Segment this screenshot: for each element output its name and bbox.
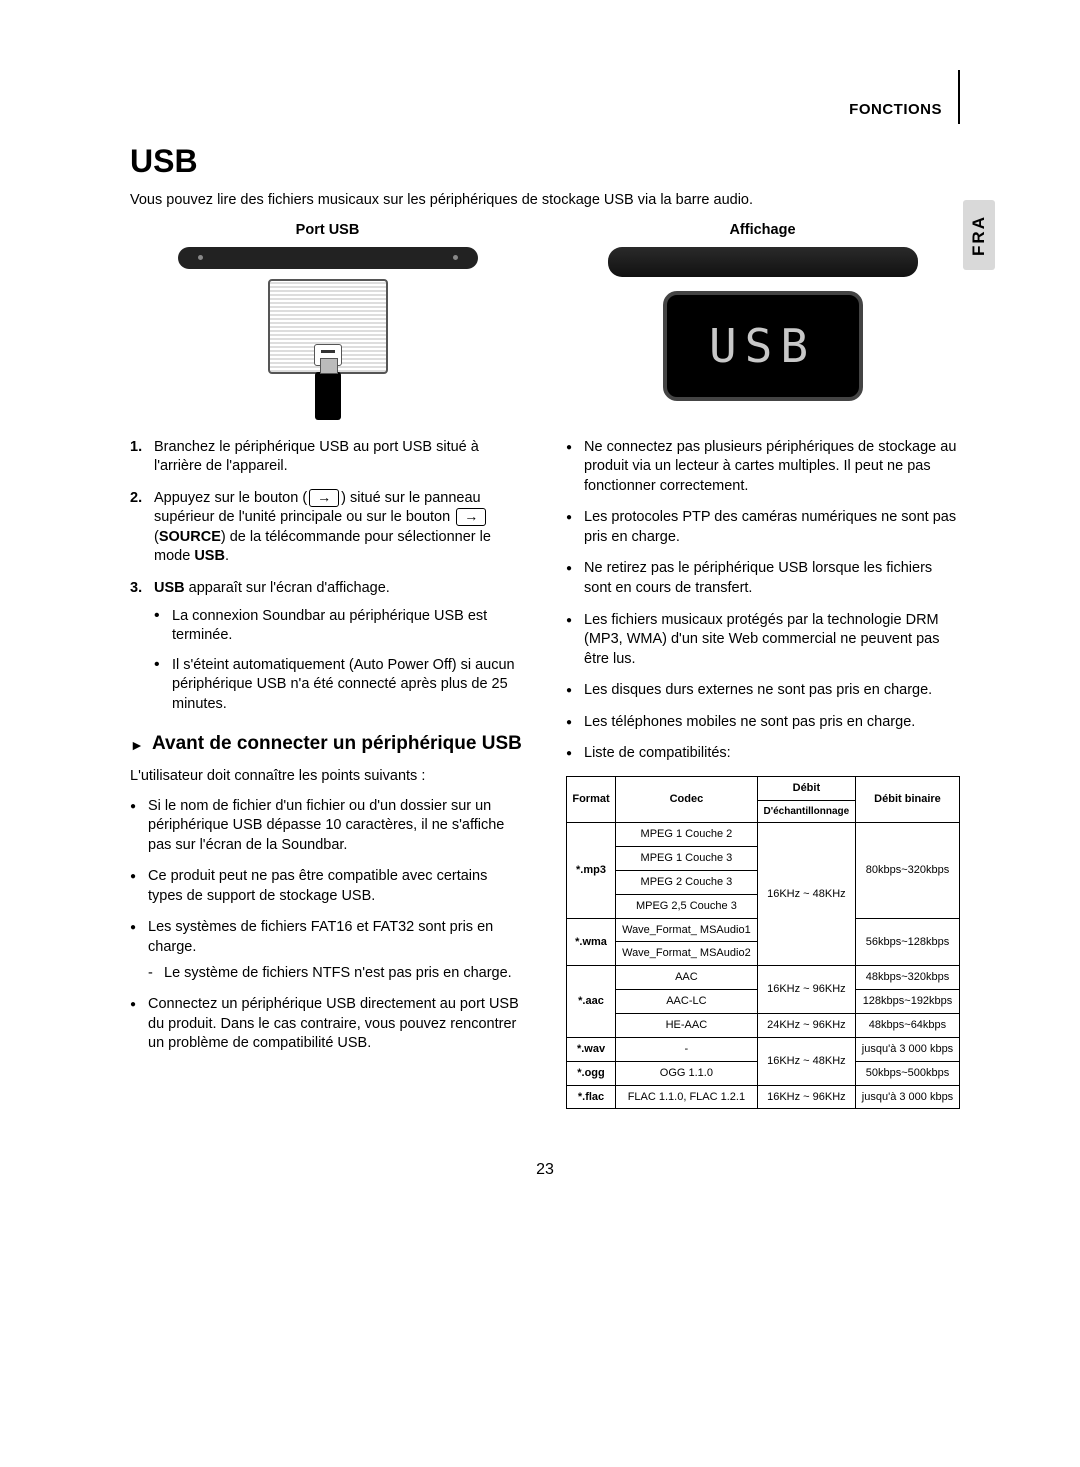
- display-text: USB: [709, 315, 816, 377]
- th-format: Format: [567, 776, 616, 822]
- intro-text: Vous pouvez lire des fichiers musicaux s…: [130, 191, 960, 211]
- compatibility-table: Format Codec Débit Débit binaire D'échan…: [566, 776, 960, 1109]
- language-tab: FRA: [963, 200, 995, 270]
- page-number: 23: [130, 1159, 960, 1181]
- right-note-3: Ne retirez pas le périphérique USB lorsq…: [566, 559, 960, 598]
- th-debit-sub: D'échantillonnage: [757, 800, 855, 823]
- left-note-3-sub: Le système de fichiers NTFS n'est pas pr…: [148, 964, 524, 984]
- right-note-1: Ne connectez pas plusieurs périphériques…: [566, 438, 960, 497]
- step-3: USB apparaît sur l'écran d'affichage. La…: [130, 579, 524, 714]
- left-notes-list: Si le nom de fichier d'un fichier ou d'u…: [130, 797, 524, 1054]
- left-note-2: Ce produit peut ne pas être compatible a…: [130, 867, 524, 906]
- th-codec: Codec: [616, 776, 758, 822]
- section-header: FONCTIONS: [130, 100, 960, 120]
- page-title: USB: [130, 140, 960, 183]
- usb-stick-icon: [315, 372, 341, 420]
- content-columns: Branchez le périphérique USB au port USB…: [130, 438, 960, 1110]
- left-note-4: Connectez un périphérique USB directemen…: [130, 995, 524, 1054]
- th-bitrate: Débit binaire: [855, 776, 959, 822]
- table-row: *.wav - 16KHz ~ 48KHz jusqu'à 3 000 kbps: [567, 1037, 960, 1061]
- port-usb-label: Port USB: [296, 221, 360, 241]
- right-note-4: Les fichiers musicaux protégés par la te…: [566, 611, 960, 670]
- right-note-5: Les disques durs externes ne sont pas pr…: [566, 681, 960, 701]
- before-connect-heading: Avant de connecter un périphérique USB: [130, 732, 524, 757]
- left-note-1: Si le nom de fichier d'un fichier ou d'u…: [130, 797, 524, 856]
- source-button-icon: [456, 508, 486, 526]
- step-3-sub-1: La connexion Soundbar au périphérique US…: [154, 607, 524, 646]
- language-code: FRA: [968, 215, 991, 256]
- table-row: *.mp3 MPEG 1 Couche 2 16KHz ~ 48KHz 80kb…: [567, 823, 960, 847]
- before-connect-intro: L'utilisateur doit connaître les points …: [130, 767, 524, 787]
- display-label: Affichage: [729, 221, 795, 241]
- left-column: Branchez le périphérique USB au port USB…: [130, 438, 524, 1110]
- section-label: FONCTIONS: [849, 101, 942, 118]
- right-note-2: Les protocoles PTP des caméras numérique…: [566, 508, 960, 547]
- right-note-6: Les téléphones mobiles ne sont pas pris …: [566, 713, 960, 733]
- illustration-row: Port USB Affichage USB: [130, 221, 960, 420]
- port-usb-figure: Port USB: [130, 221, 525, 420]
- soundbar-icon: [178, 247, 478, 269]
- source-button-icon: [309, 489, 339, 507]
- steps-list: Branchez le périphérique USB au port USB…: [130, 438, 524, 715]
- step-1: Branchez le périphérique USB au port USB…: [130, 438, 524, 477]
- display-figure: Affichage USB: [565, 221, 960, 401]
- table-header-row: Format Codec Débit Débit binaire: [567, 776, 960, 800]
- step-3-sub-2: Il s'éteint automatiquement (Auto Power …: [154, 656, 524, 715]
- th-debit: Débit: [757, 776, 855, 800]
- display-panel-icon: [608, 247, 918, 277]
- right-column: Ne connectez pas plusieurs périphériques…: [566, 438, 960, 1110]
- table-row: *.aac AAC 16KHz ~ 96KHz 48kbps~320kbps: [567, 966, 960, 990]
- step-2: Appuyez sur le bouton () situé sur le pa…: [130, 489, 524, 567]
- right-note-7: Liste de compatibilités:: [566, 744, 960, 764]
- table-row: *.flac FLAC 1.1.0, FLAC 1.2.1 16KHz ~ 96…: [567, 1085, 960, 1109]
- display-screen: USB: [663, 291, 863, 401]
- right-notes-list: Ne connectez pas plusieurs périphériques…: [566, 438, 960, 764]
- left-note-3: Les systèmes de fichiers FAT16 et FAT32 …: [130, 918, 524, 983]
